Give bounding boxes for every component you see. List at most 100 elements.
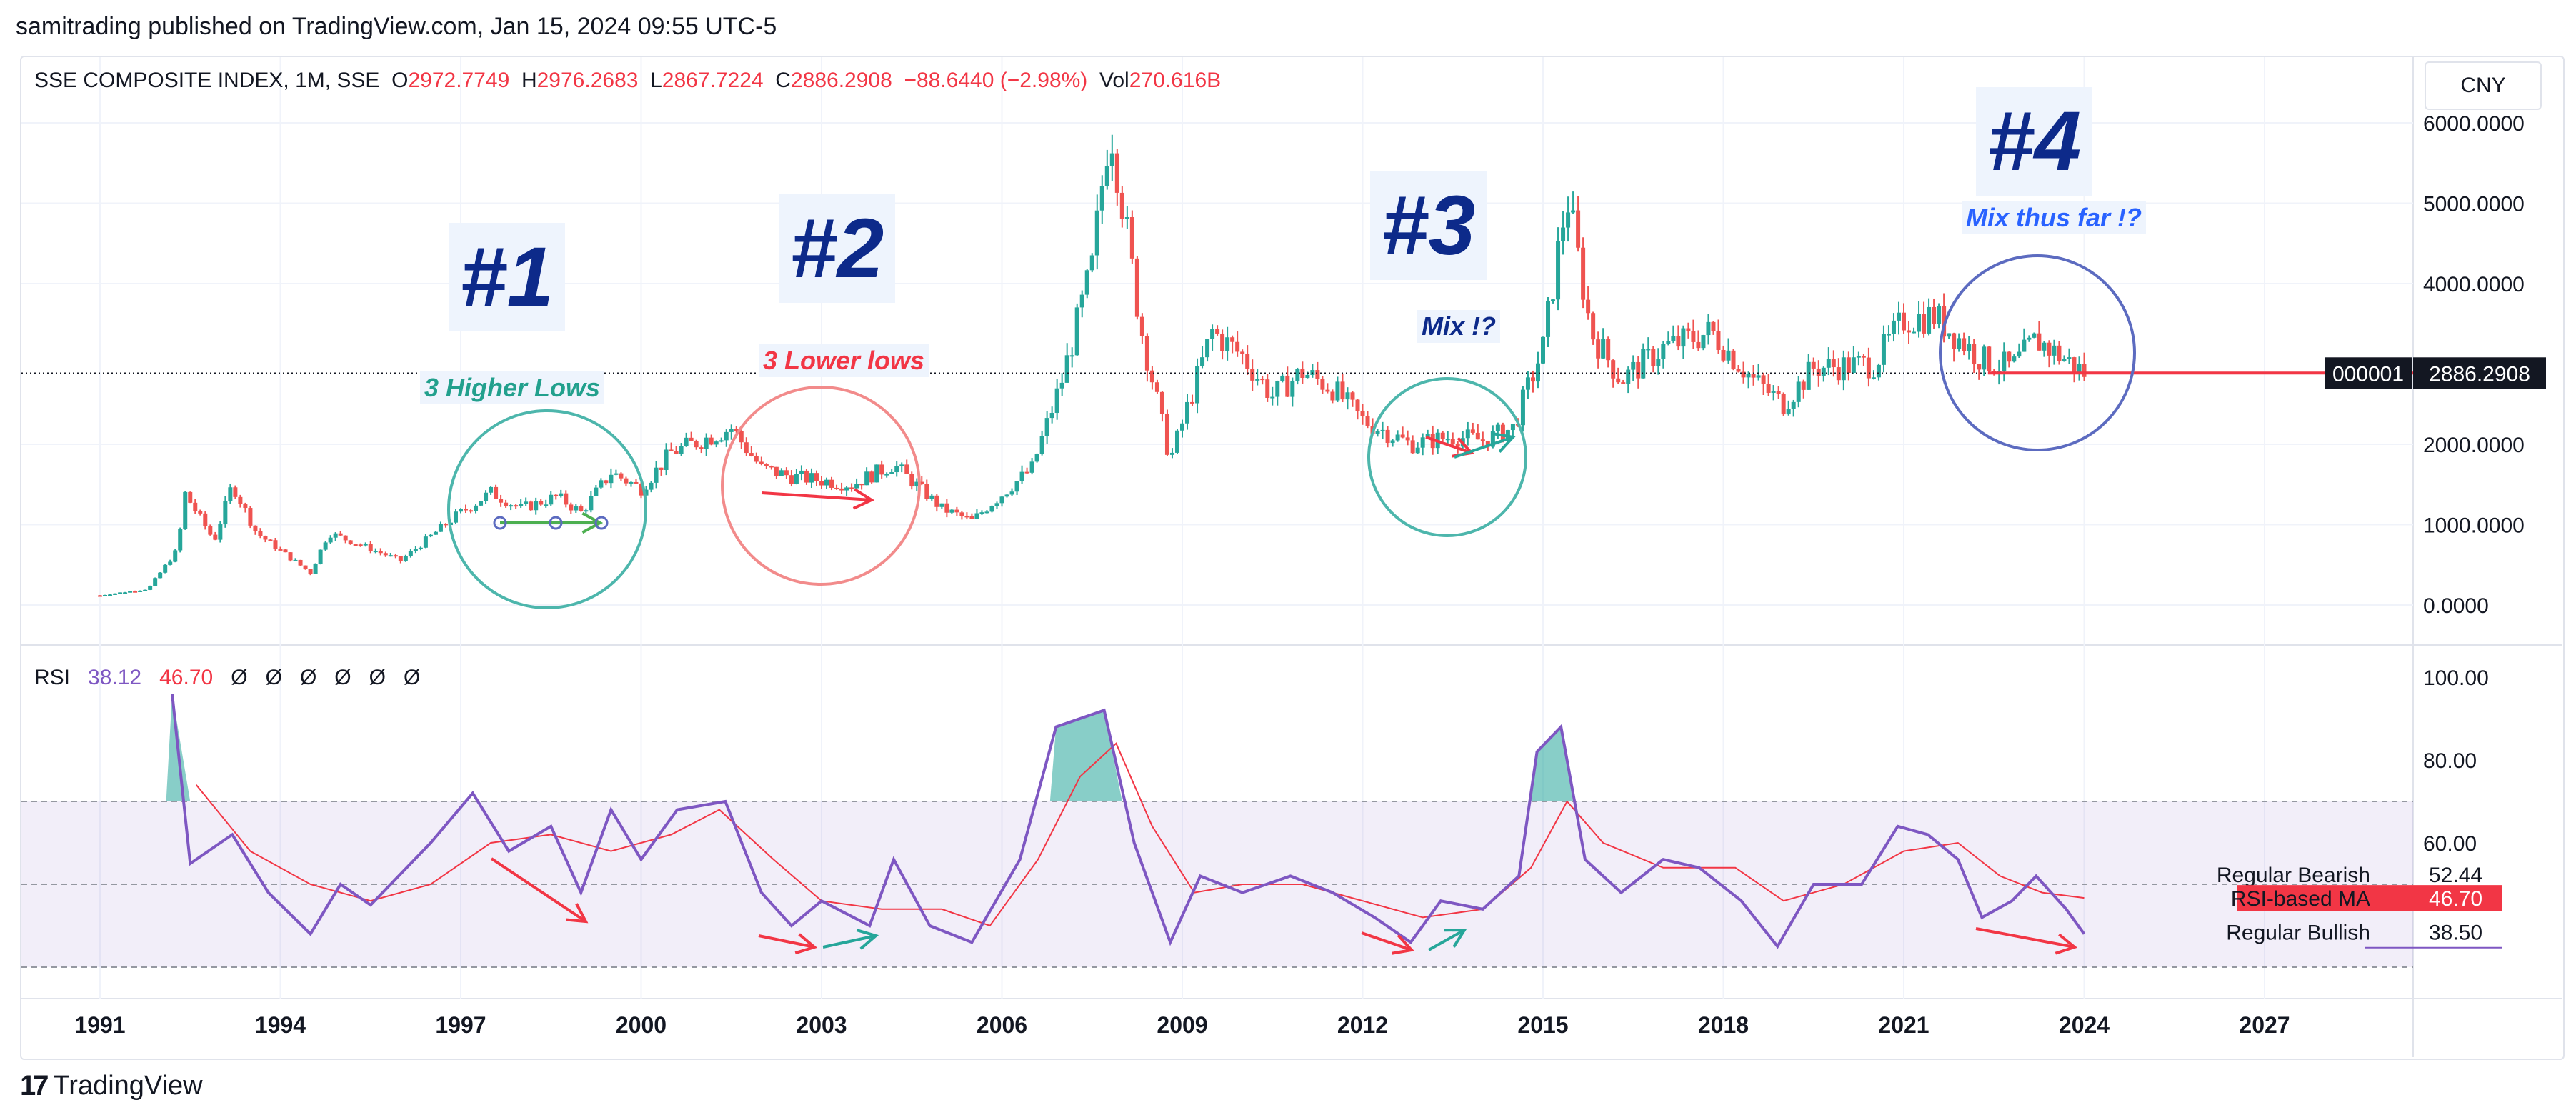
- candle-body: [1250, 369, 1255, 381]
- candle-body: [1074, 307, 1079, 356]
- candle-body: [1260, 379, 1265, 381]
- bearish-value: 52.44: [2429, 864, 2482, 887]
- candle-body: [1686, 328, 1691, 331]
- candle-body: [1270, 396, 1275, 399]
- candle-body: [1485, 441, 1490, 447]
- candle-body: [1826, 359, 1831, 368]
- candle-body: [233, 487, 238, 497]
- candle-body: [509, 505, 514, 507]
- candle-body: [1159, 391, 1164, 414]
- candle-body: [1691, 331, 1696, 342]
- candle-body: [939, 503, 944, 507]
- candle-body: [494, 486, 499, 499]
- candle-body: [143, 589, 148, 591]
- footer-brand[interactable]: 17 TradingView: [20, 1070, 203, 1102]
- bullish-value: 38.50: [2429, 921, 2482, 945]
- candle-body: [559, 493, 564, 496]
- candle-body: [1596, 339, 1601, 359]
- rsi-arrow-3: [822, 934, 877, 949]
- candle-body: [2032, 333, 2037, 338]
- candle-body: [2047, 342, 2052, 356]
- chart-frame: [20, 56, 2565, 1060]
- candle-body: [1495, 424, 1500, 431]
- candle-body: [669, 449, 674, 451]
- candle-body: [489, 486, 494, 493]
- high-label: H: [521, 69, 537, 92]
- candle-body: [203, 513, 208, 526]
- candle-body: [1445, 439, 1450, 441]
- time-tick-label: 2012: [1337, 1012, 1388, 1038]
- candle-body: [2062, 359, 2067, 361]
- candle-body: [218, 524, 223, 540]
- candle-body: [263, 536, 268, 540]
- candle-body: [844, 487, 849, 491]
- candle-body: [303, 565, 308, 569]
- candle-body: [138, 590, 143, 592]
- candle-body: [1716, 331, 1721, 350]
- candle-body: [699, 447, 704, 449]
- candle-body: [664, 449, 669, 470]
- candle-body: [1651, 349, 1656, 366]
- candle-body: [1781, 394, 1786, 415]
- candle-body: [2052, 345, 2057, 356]
- candle-body: [343, 535, 348, 541]
- candle-body: [1124, 216, 1129, 219]
- candle-body: [373, 551, 378, 553]
- candle-body: [1871, 377, 1876, 379]
- candle-body: [674, 451, 679, 454]
- candle-body: [459, 509, 463, 512]
- candle-body: [894, 466, 899, 473]
- candle-body: [1601, 339, 1606, 359]
- candle-body: [1215, 329, 1220, 334]
- candle-body: [824, 479, 829, 486]
- candle-body: [368, 544, 373, 551]
- candle-body: [794, 474, 799, 484]
- candle-body: [929, 495, 934, 499]
- candle-body: [1957, 338, 1962, 349]
- candle-body: [148, 586, 153, 590]
- candle-body: [323, 542, 328, 550]
- price-tick-label: 2000.0000: [2423, 434, 2525, 457]
- candle-body: [398, 556, 403, 561]
- candle-body: [829, 479, 834, 488]
- candle-body: [1801, 381, 1806, 390]
- candle-body: [594, 487, 599, 496]
- price-tick-label: 5000.0000: [2423, 193, 2525, 216]
- candle-body: [799, 470, 804, 474]
- symbol-name[interactable]: SSE COMPOSITE INDEX, 1M, SSE: [34, 69, 380, 92]
- candle-body: [258, 531, 263, 536]
- candle-body: [1851, 357, 1856, 373]
- candle-body: [413, 549, 418, 551]
- currency-button[interactable]: CNY: [2425, 61, 2542, 110]
- candle-body: [1385, 429, 1390, 444]
- candle-body: [714, 441, 719, 445]
- rsi-tick-label: 100.00: [2423, 666, 2489, 690]
- candle-body: [1881, 334, 1886, 365]
- candle-body: [408, 551, 413, 556]
- rsi-arrow-5-head: [1444, 928, 1467, 948]
- volume-value: 270.616B: [1129, 69, 1222, 92]
- rsi-title[interactable]: RSI: [34, 666, 71, 689]
- candle-body: [1746, 374, 1751, 378]
- candle-body: [1345, 392, 1350, 400]
- rsi-tick-label: 60.00: [2423, 832, 2477, 856]
- candle-body: [1962, 338, 1967, 351]
- bearish-label: Regular Bearish: [2217, 864, 2370, 887]
- candle-body: [719, 440, 724, 442]
- candle-body: [443, 524, 448, 526]
- candle-body: [1079, 294, 1084, 308]
- candle-body: [1094, 210, 1099, 256]
- candle-body: [884, 474, 889, 476]
- candle-body: [899, 464, 904, 466]
- candle-body: [879, 464, 884, 475]
- candle-body: [839, 488, 844, 491]
- candle-body: [774, 466, 779, 476]
- candle-body: [2057, 345, 2062, 361]
- candle-body: [1450, 439, 1455, 444]
- candle-body: [579, 506, 584, 511]
- candle-body: [679, 446, 684, 454]
- rsi-arrow-4-head: [1392, 934, 1414, 955]
- candle-body: [1736, 369, 1741, 372]
- candle-body: [789, 475, 794, 484]
